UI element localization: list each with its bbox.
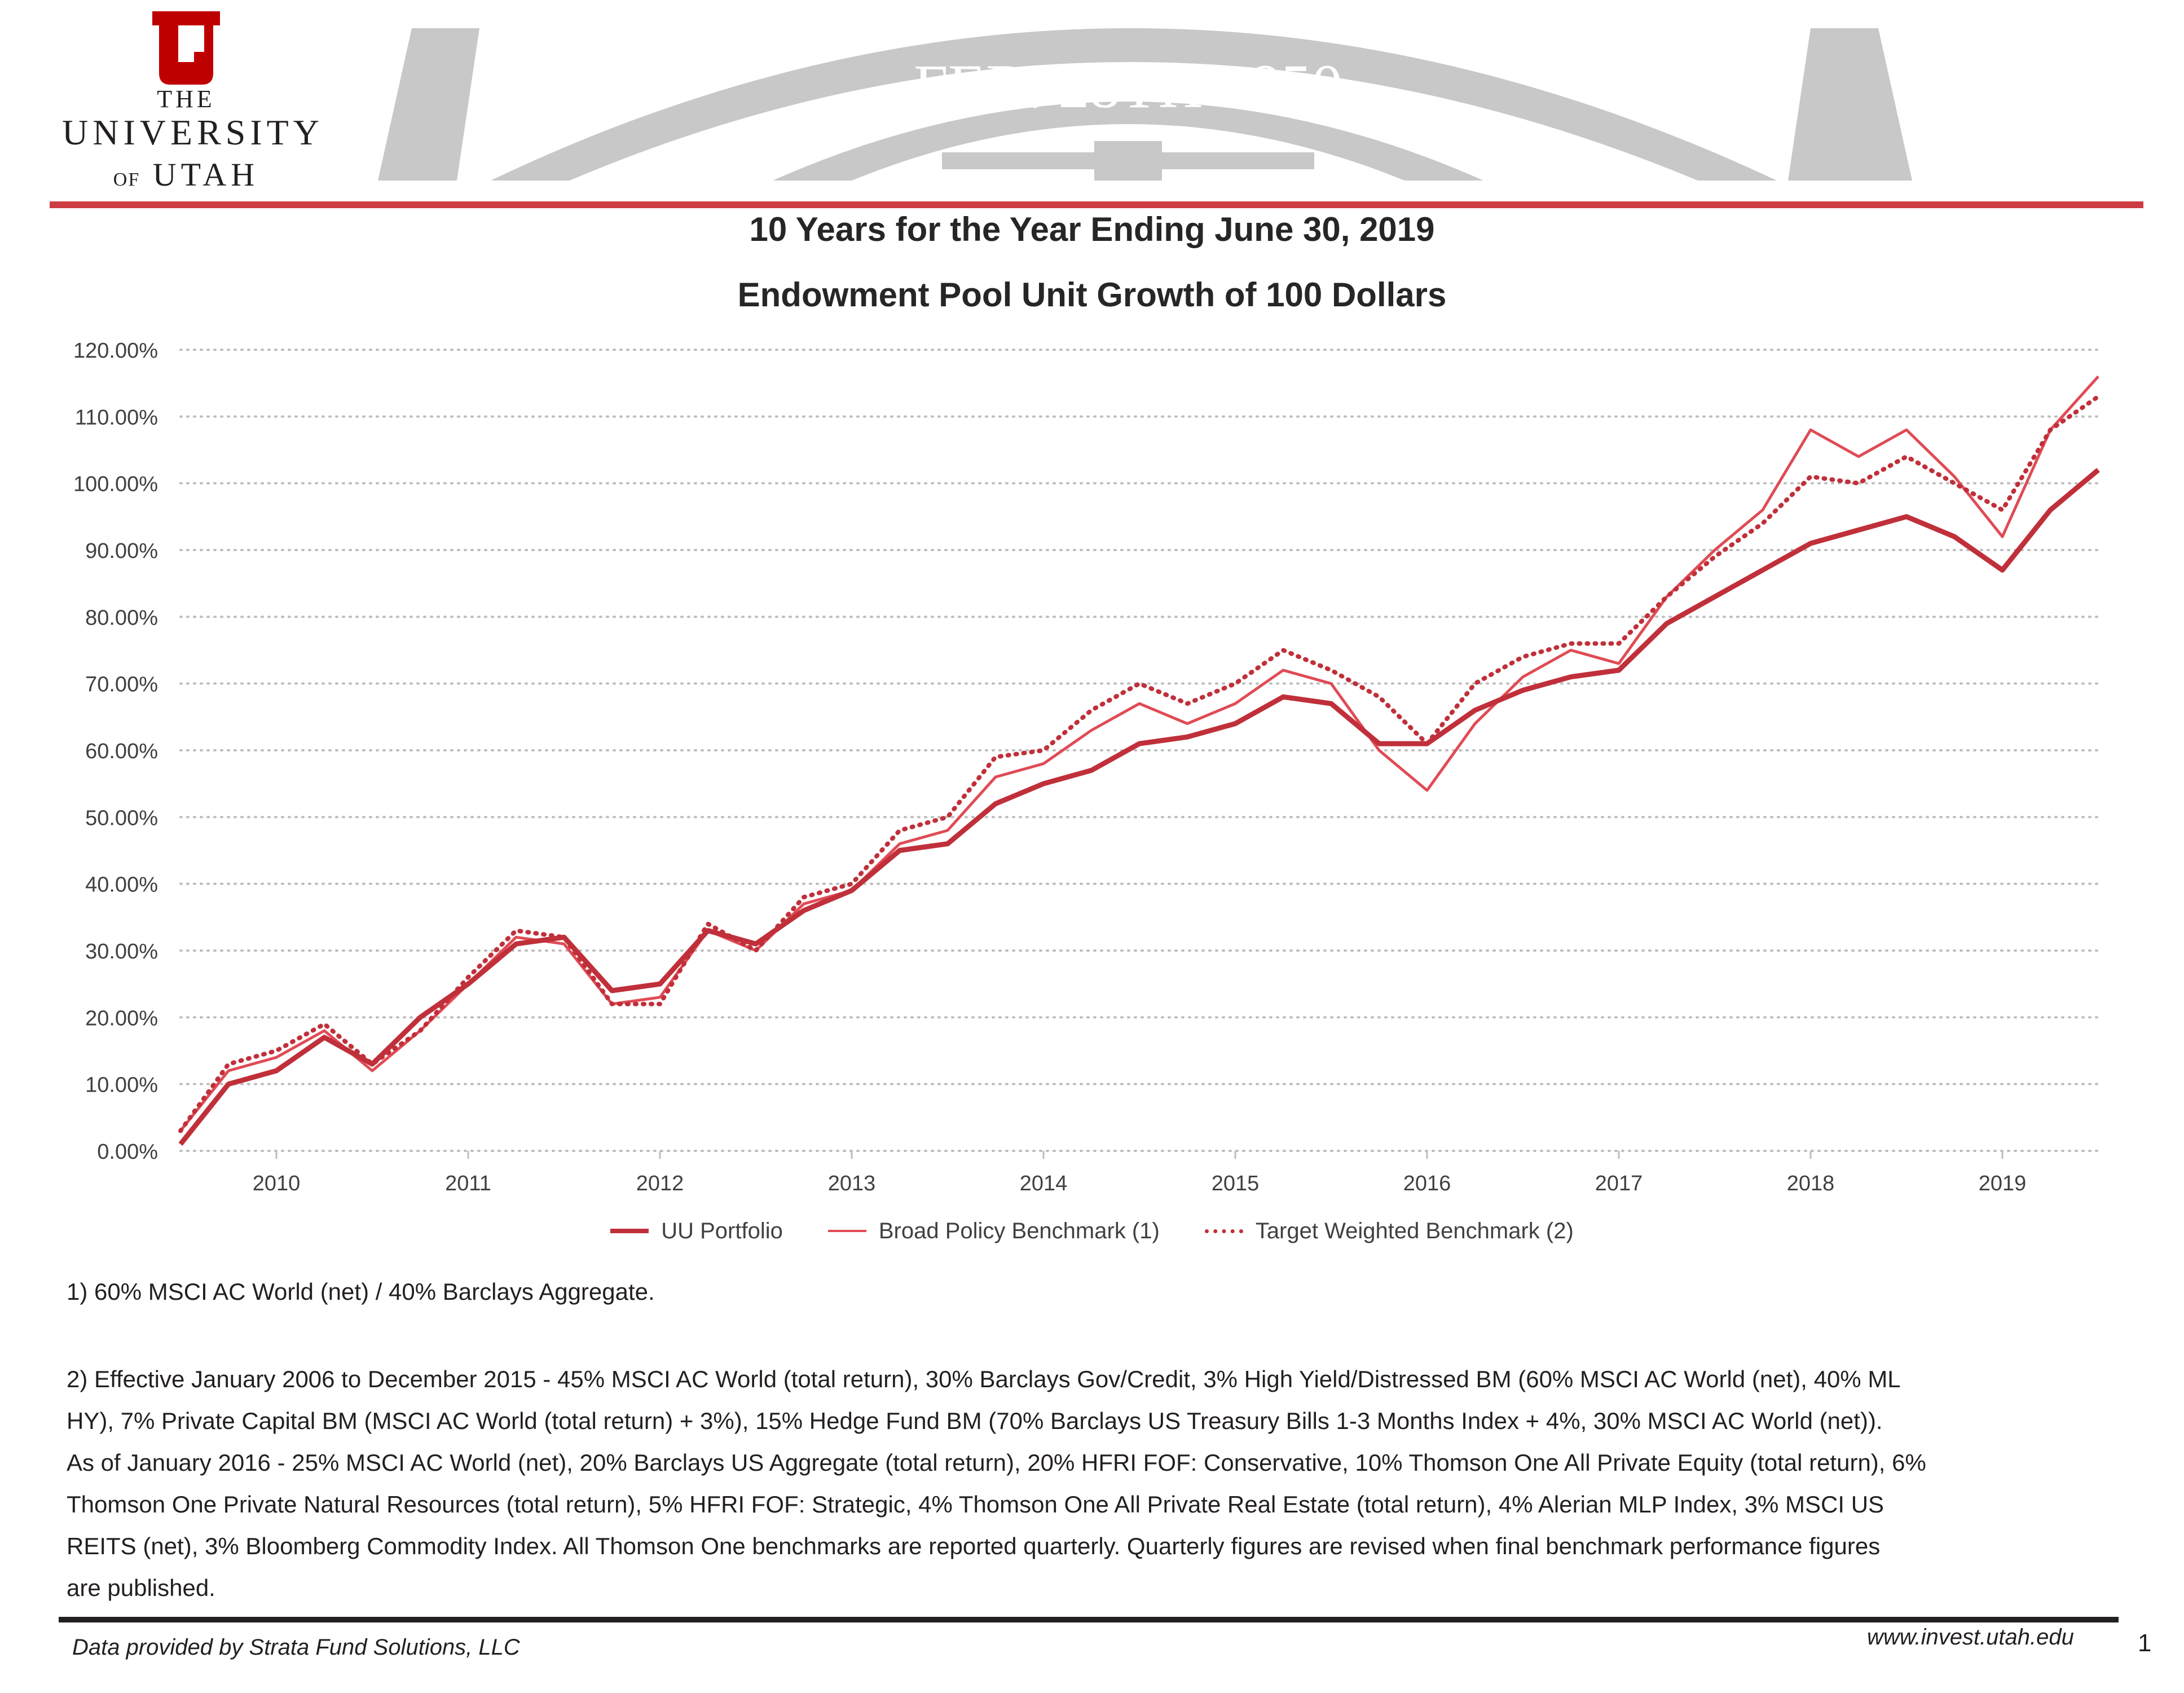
page-number: 1 [2138,1629,2152,1657]
seal-text: FEB. 28TH 1850 [914,52,1343,121]
x-tick-label: 2011 [445,1172,491,1195]
y-tick-label: 10.00% [85,1074,158,1097]
legend-swatch-dotted [1204,1229,1243,1233]
legend-label: UU Portfolio [661,1218,783,1243]
x-tick-label: 2016 [1403,1172,1451,1195]
legend-swatch-solid-thick [610,1229,649,1233]
y-tick-label: 120.00% [73,339,158,363]
y-tick-label: 100.00% [73,473,158,496]
logo-text-university: UNIVERSITY [62,112,324,152]
axes: 0.00% 10.00% 20.00% 30.00% 40.00% 50.00% 60.00… [73,339,2026,1195]
footnote-2: 2) Effective January 2006 to December 20… [67,1358,2120,1609]
logo-text-the: THE [157,85,215,113]
y-tick-label: 20.00% [85,1006,158,1030]
block-u-icon [152,11,220,85]
line-chart: 0.00% 10.00% 20.00% 30.00% 40.00% 50.00% 60.00… [73,339,2101,1195]
y-tick-label: 30.00% [85,940,158,964]
footnote-2-line: 2) Effective January 2006 to December 20… [67,1366,1901,1392]
footer-rule [59,1617,2119,1622]
legend-label: Broad Policy Benchmark (1) [878,1218,1160,1243]
series [178,375,2101,1146]
y-tick-label: 80.00% [85,606,158,630]
seal-background [378,28,1912,181]
logo-text-of-utah: OF UTAH [62,156,310,194]
y-tick-label: 90.00% [85,539,158,563]
university-logo: THE UNIVERSITY OF UTAH [62,11,324,193]
x-tick-label: 2018 [1787,1172,1835,1195]
series-line-broad-policy-benchmark-1 [179,375,2099,1132]
legend-item-broad-policy-benchmark: Broad Policy Benchmark (1) [827,1218,1160,1244]
y-tick-label: 50.00% [85,806,158,830]
footnote-2-line: HY), 7% Private Capital BM (MSCI AC Worl… [67,1408,1883,1434]
footnote-1: 1) 60% MSCI AC World (net) / 40% Barclay… [67,1278,655,1305]
x-tick-label: 2013 [828,1172,876,1195]
series-line-target-weighted-benchmark-2 [178,394,2101,1133]
logo-text-of: OF [113,169,140,190]
y-tick-label: 110.00% [75,406,158,429]
chart-subtitle: Endowment Pool Unit Growth of 100 Dollar… [737,276,1447,314]
chart-title: 10 Years for the Year Ending June 30, 20… [749,210,1435,248]
footnote-2-line: As of January 2016 - 25% MSCI AC World (… [67,1449,1926,1476]
gridlines [179,349,2099,1152]
x-tick-label: 2014 [1020,1172,1068,1195]
university-seal-watermark: FEB. 28TH 1850 [378,28,1912,181]
series-line-uu-portfolio [178,468,2100,1146]
legend-item-uu-portfolio: UU Portfolio [610,1219,783,1244]
legend-swatch-solid-thin [827,1230,866,1232]
y-tick-label: 60.00% [85,740,158,763]
footer-data-source: Data provided by Strata Fund Solutions, … [72,1635,520,1660]
y-tick-label: 40.00% [85,873,158,897]
footnote-2-line: are published. [67,1575,215,1601]
logo-text-utah: UTAH [152,156,259,193]
legend-item-target-weighted-benchmark: Target Weighted Benchmark (2) [1204,1218,1574,1244]
x-tick-label: 2015 [1212,1172,1260,1195]
x-tick-label: 2017 [1595,1172,1643,1195]
footnote-2-line: REITS (net), 3% Bloomberg Commodity Inde… [67,1533,1881,1559]
header-accent-rule [50,201,2143,208]
chart-legend: UU Portfolio Broad Policy Benchmark (1) … [0,1214,2184,1248]
y-tick-label: 0.00% [97,1140,158,1164]
x-tick-label: 2010 [253,1172,301,1195]
y-tick-label: 70.00% [85,673,158,697]
footer-url-link[interactable]: www.invest.utah.edu [1867,1625,2074,1650]
x-tick-label: 2012 [636,1172,684,1195]
legend-label: Target Weighted Benchmark (2) [1255,1218,1574,1243]
x-tick-label: 2019 [1979,1172,2027,1195]
footnote-2-line: Thomson One Private Natural Resources (t… [67,1491,1884,1518]
